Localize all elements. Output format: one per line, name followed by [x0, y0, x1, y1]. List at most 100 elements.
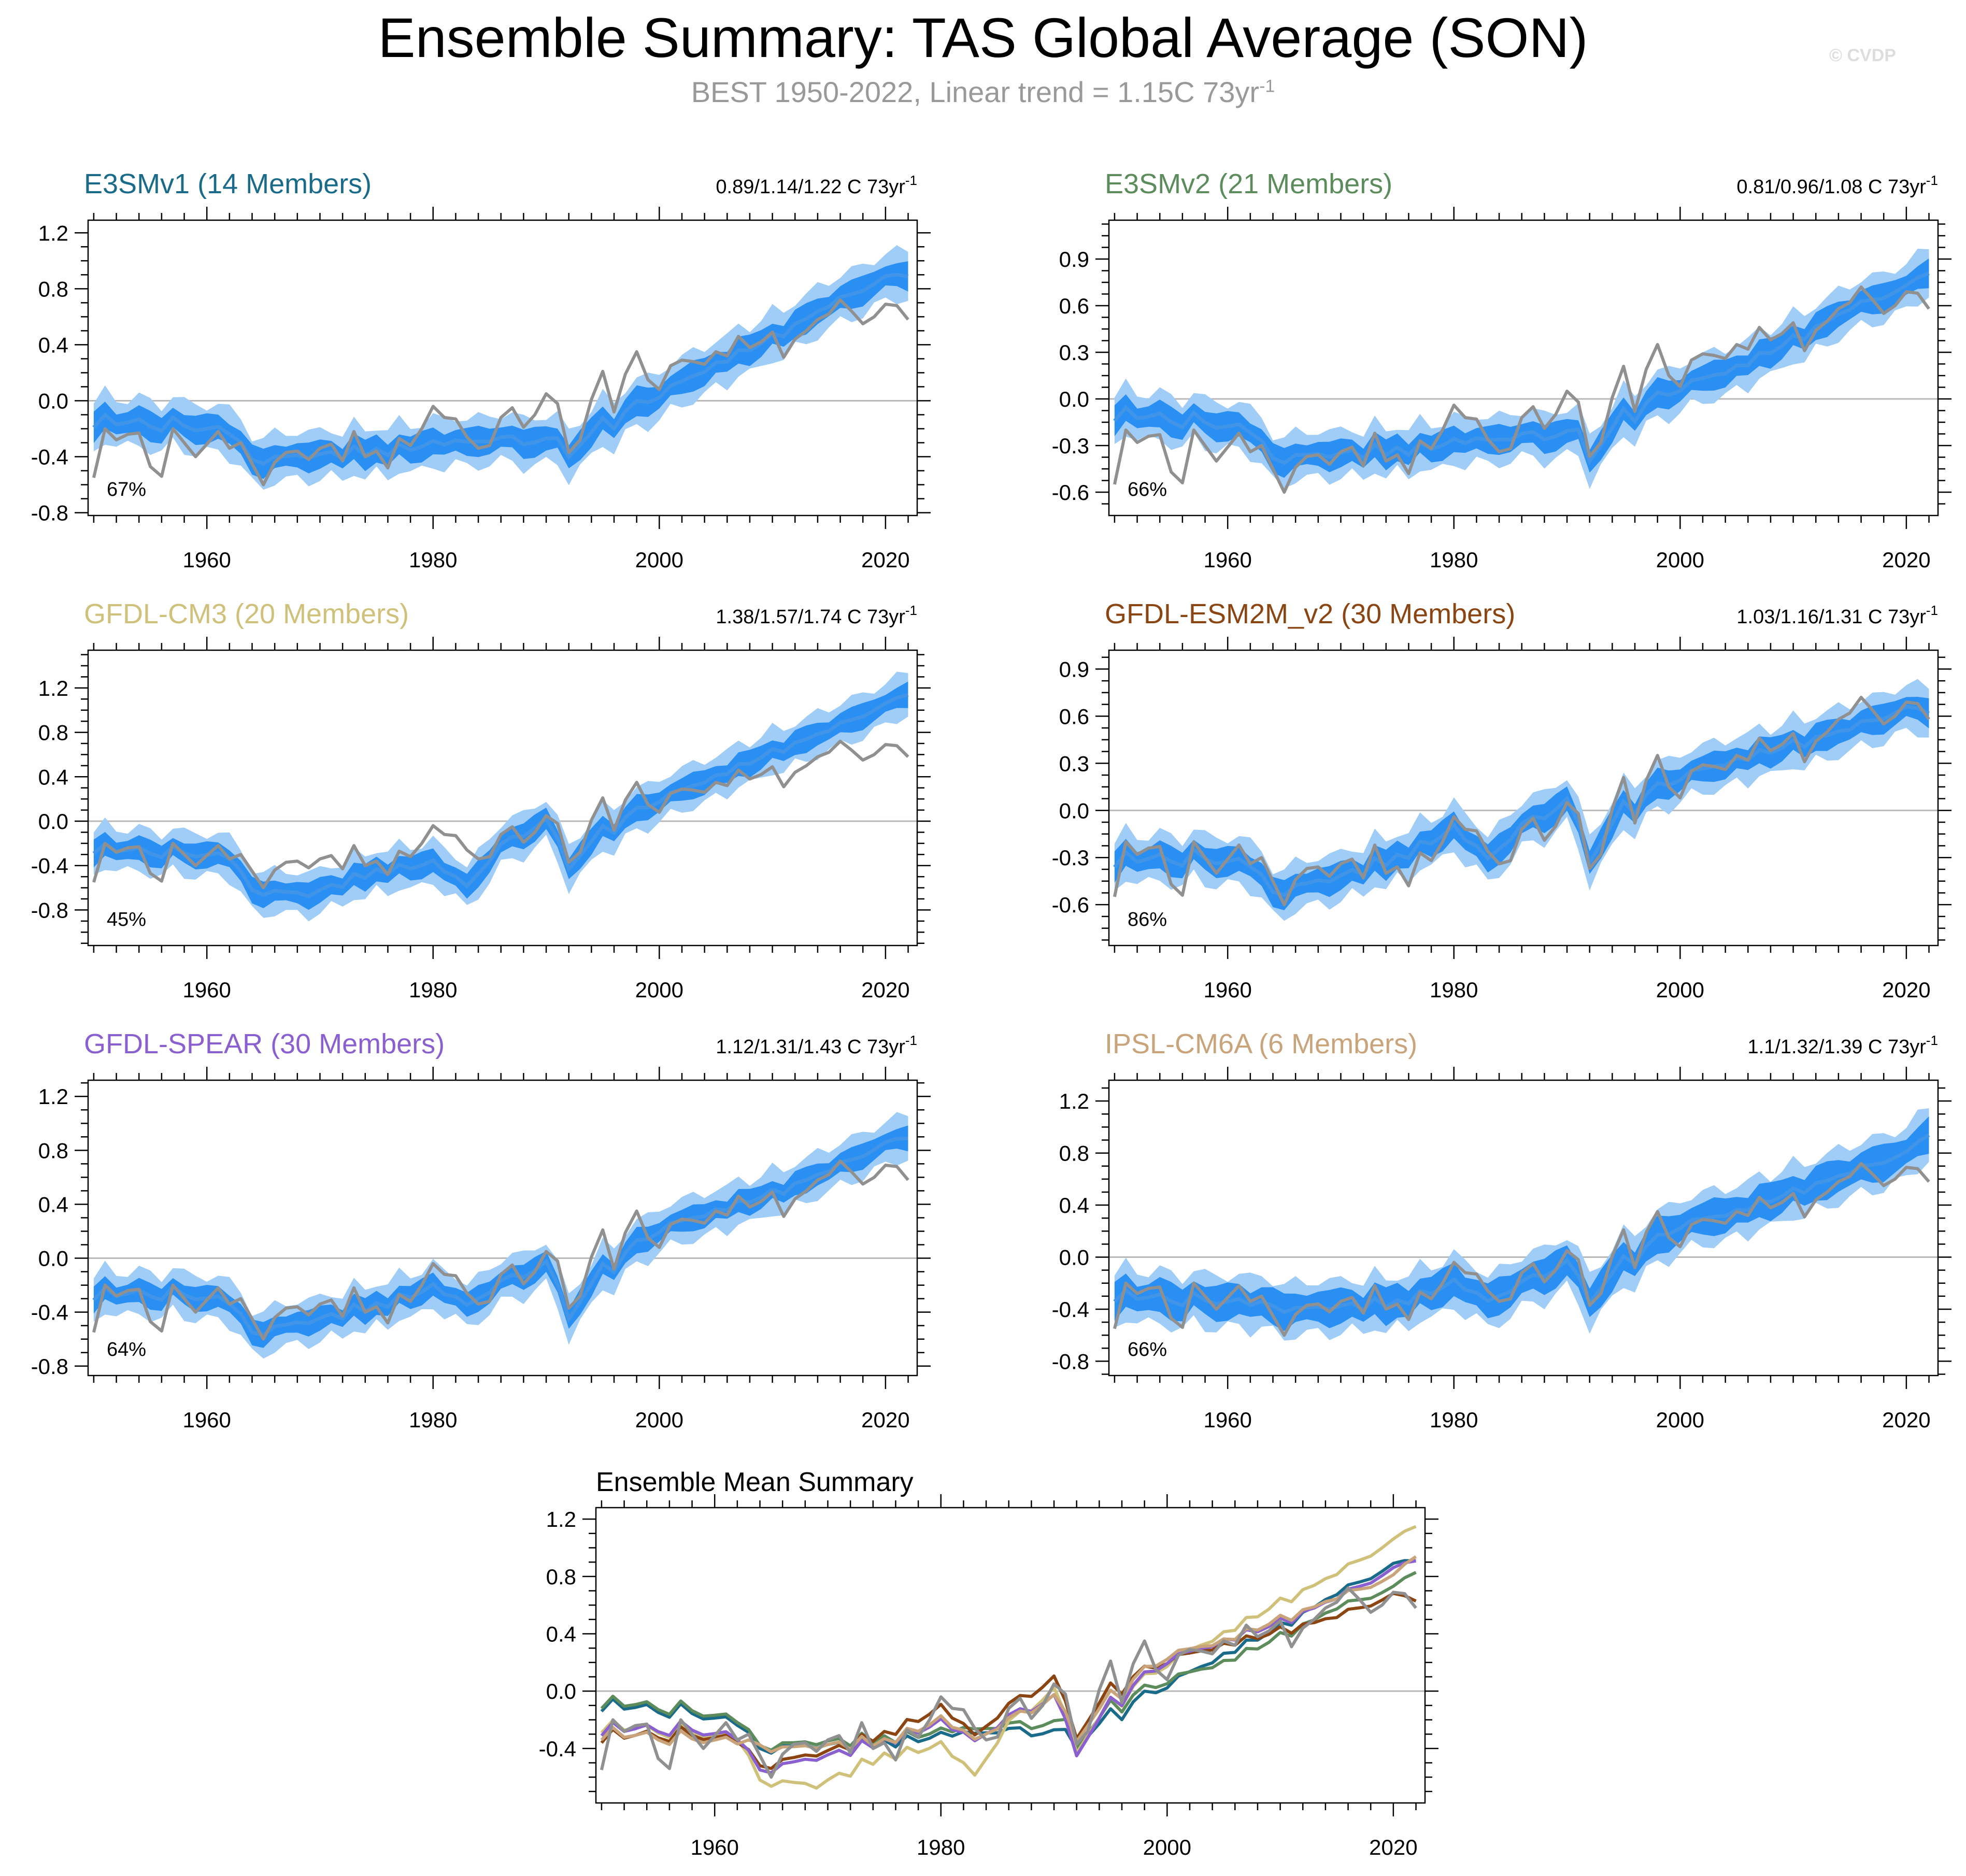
y-tick-label: 1.2 [1059, 1089, 1089, 1113]
trend-label-text: 1.12/1.31/1.43 C 73yr [716, 1036, 905, 1058]
x-tick-label: 2000 [1656, 1408, 1704, 1432]
x-tick-label: 2000 [1656, 548, 1704, 572]
observation-line [1113, 285, 1930, 494]
trend-label-text: 1.1/1.32/1.39 C 73yr [1748, 1036, 1927, 1058]
y-tick-label: -0.6 [1052, 893, 1089, 917]
y-tick-label: 0.8 [38, 721, 68, 745]
ensemble-inner-band [93, 681, 908, 910]
plot-frame [87, 649, 918, 947]
chart-title: IPSL-CM6A (6 Members) [1105, 1028, 1417, 1059]
x-tick-label: 1980 [409, 548, 457, 572]
chart-title: E3SMv1 (14 Members) [84, 168, 372, 199]
trend-label-text: 1.38/1.57/1.74 C 73yr [716, 606, 905, 628]
y-tick-label: 0.0 [1059, 798, 1089, 823]
y-tick-label: -0.8 [31, 501, 68, 525]
chart-gfdl-cm3: GFDL-CM3 (20 Members) 1.38/1.57/1.74 C 73… [31, 598, 931, 1002]
trend-label-superscript: -1 [905, 1033, 917, 1048]
y-tick-label: -0.8 [1052, 1349, 1089, 1373]
x-tick-label: 2020 [1369, 1835, 1417, 1859]
percent-label: 64% [107, 1339, 146, 1361]
plot-area [1109, 679, 1938, 921]
plot-frame [87, 219, 918, 517]
x-tick-label: 1960 [1203, 1408, 1251, 1432]
x-tick-label: 1960 [1203, 548, 1251, 572]
trend-label: 1.03/1.16/1.31 C 73yr-1 [1736, 603, 1938, 628]
plot-frame [595, 1507, 1426, 1804]
series-line-ipsl-cm6a [600, 1555, 1417, 1754]
trend-label-text: 1.03/1.16/1.31 C 73yr [1736, 606, 1926, 628]
y-tick-label: -0.8 [31, 898, 68, 922]
plot-area [88, 671, 917, 922]
ensemble-outer-band [1114, 249, 1929, 489]
chart-title: GFDL-SPEAR (30 Members) [84, 1028, 445, 1059]
y-tick-label: -0.3 [1052, 434, 1089, 458]
x-tick-label: 2000 [635, 548, 683, 572]
y-tick-label: 0.8 [1059, 1141, 1089, 1166]
observation-line [1113, 1162, 1930, 1337]
series-line-gfdl-spear [600, 1559, 1416, 1774]
x-tick-label: 2000 [1143, 1835, 1191, 1859]
y-tick-label: -0.6 [1052, 480, 1089, 505]
plot-area [88, 245, 917, 490]
chart-ensemble-mean-summary: Ensemble Mean Summary 1.2 0.8 0.4 0.0 -0.4 196… [539, 1467, 1438, 1859]
percent-label: 45% [107, 909, 146, 930]
chart-title: E3SMv2 (21 Members) [1105, 168, 1392, 199]
chart-e3smv2: E3SMv2 (21 Members) 0.81/0.96/1.08 C 73yr… [1052, 168, 1951, 572]
y-tick-label: 0.3 [1059, 340, 1089, 365]
y-tick-label: 0.0 [1059, 387, 1089, 411]
ensemble-outer-band [93, 1112, 908, 1359]
y-tick-label: 0.3 [1059, 751, 1089, 776]
y-tick-label: 0.8 [38, 1138, 68, 1163]
trend-label-superscript: -1 [905, 173, 917, 188]
y-tick-label: 0.9 [1059, 247, 1089, 271]
y-tick-label: 0.0 [546, 1679, 576, 1703]
trend-label-text: 0.89/1.14/1.22 C 73yr [716, 176, 905, 198]
y-tick-label: -0.4 [539, 1737, 576, 1761]
x-tick-label: 1980 [409, 1408, 457, 1432]
y-tick-label: -0.8 [31, 1354, 68, 1379]
y-tick-label: 0.4 [38, 765, 68, 789]
x-tick-label: 2000 [635, 1408, 683, 1432]
trend-label-text: 0.81/0.96/1.08 C 73yr [1736, 176, 1926, 198]
x-tick-label: 2000 [1656, 978, 1704, 1002]
chart-gfdl-esm2m: GFDL-ESM2M_v2 (30 Members) 1.03/1.16/1.31… [1052, 598, 1951, 1002]
x-tick-label: 2020 [861, 1408, 909, 1432]
x-tick-label: 1980 [409, 978, 457, 1002]
y-tick-label: 0.4 [38, 1192, 68, 1216]
ensemble-mean-line [1113, 271, 1930, 465]
observation-line [92, 739, 909, 890]
y-tick-label: -0.3 [1052, 846, 1089, 870]
plot-area [88, 1112, 917, 1359]
trend-label-superscript: -1 [1926, 1033, 1938, 1048]
series-line-best-observations [600, 1586, 1417, 1779]
chart-e3smv1: E3SMv1 (14 Members) 0.89/1.14/1.22 C 73yr… [31, 168, 931, 572]
percent-label: 86% [1128, 909, 1167, 930]
y-tick-label: 0.4 [546, 1622, 576, 1646]
percent-label: 66% [1128, 479, 1167, 500]
subtitle-superscript: -1 [1259, 76, 1275, 96]
y-tick-label: 1.2 [546, 1507, 576, 1531]
y-tick-label: -0.4 [31, 854, 68, 878]
ensemble-inner-band [1114, 1116, 1929, 1331]
y-tick-label: 0.6 [1059, 294, 1089, 318]
x-tick-label: 1980 [1430, 978, 1478, 1002]
plot-frame [87, 1079, 918, 1377]
chart-title: GFDL-ESM2M_v2 (30 Members) [1105, 598, 1515, 629]
observation-line [1113, 696, 1930, 907]
y-tick-label: 0.4 [38, 333, 68, 357]
trend-label: 1.38/1.57/1.74 C 73yr-1 [716, 603, 917, 628]
x-tick-label: 1960 [182, 978, 231, 1002]
y-tick-label: -0.4 [1052, 1297, 1089, 1322]
trend-label: 1.12/1.31/1.43 C 73yr-1 [716, 1033, 917, 1058]
y-tick-label: 0.9 [1059, 657, 1089, 681]
plot-area [1109, 249, 1938, 494]
trend-label-superscript: -1 [905, 603, 917, 618]
observation-line [92, 298, 909, 486]
trend-label: 1.1/1.32/1.39 C 73yr-1 [1748, 1033, 1938, 1058]
chart-ipsl-cm6a: IPSL-CM6A (6 Members) 1.1/1.32/1.39 C 73y… [1052, 1028, 1951, 1432]
x-tick-label: 1980 [1430, 1408, 1478, 1432]
plot-frame [1108, 219, 1939, 517]
trend-label-superscript: -1 [1926, 603, 1938, 618]
y-tick-label: 1.2 [38, 676, 68, 700]
ensemble-outer-band [1114, 679, 1929, 921]
